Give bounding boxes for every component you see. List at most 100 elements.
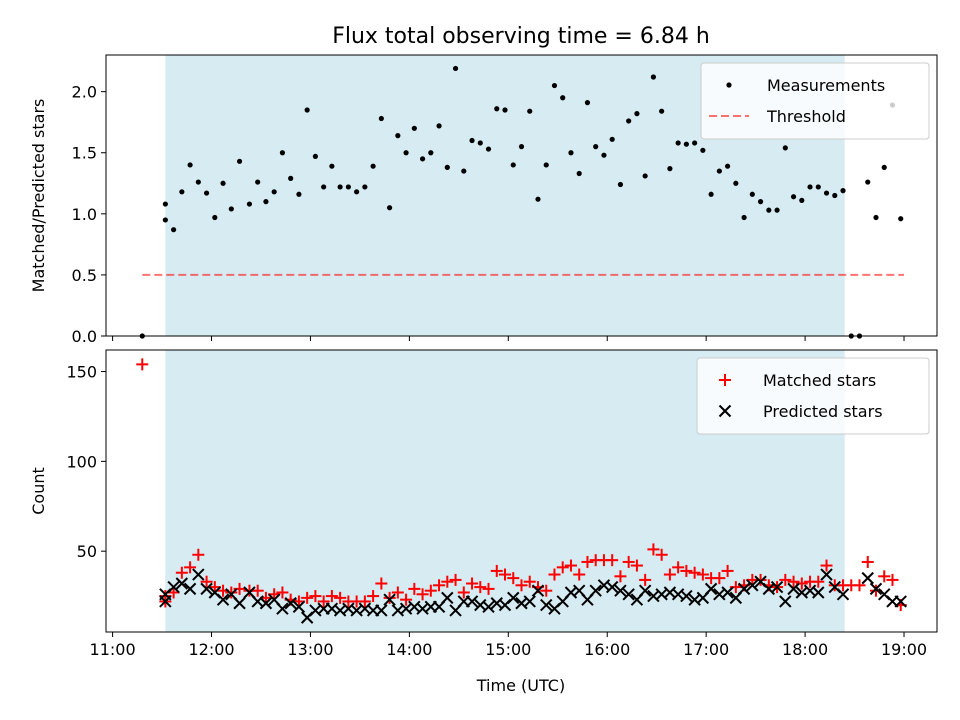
measurement-point — [518, 144, 525, 150]
x-tick-label: 14:00 — [386, 640, 432, 659]
measurement-point — [510, 162, 516, 168]
matched-star-point — [647, 543, 660, 556]
matched-star-point — [383, 591, 396, 604]
x-tick-label: 16:00 — [584, 640, 630, 659]
y-tick-label: 50 — [77, 542, 97, 561]
measurement-point — [228, 206, 234, 212]
measurement-point — [502, 107, 508, 113]
matched-star-point — [457, 586, 470, 599]
measurement-point — [354, 189, 360, 195]
measurement-point — [832, 192, 838, 199]
predicted-star-point — [276, 602, 289, 615]
measurement-point — [617, 181, 624, 188]
matched-star-point — [779, 573, 792, 586]
legend-label: Predicted stars — [763, 402, 883, 421]
predicted-star-point — [507, 591, 520, 605]
predicted-star-point — [770, 580, 784, 594]
matched-star-point — [556, 561, 569, 574]
measurement-point — [452, 65, 459, 72]
matched-star-point — [878, 570, 891, 583]
matched-star-point — [515, 579, 528, 592]
matched-star-point — [375, 577, 388, 590]
legend: Measurements Threshold — [700, 62, 930, 140]
measurement-point — [741, 214, 747, 221]
matched-star-point — [424, 584, 437, 597]
matched-star-point — [713, 572, 726, 585]
measurement-point — [428, 150, 434, 156]
matched-star-point — [540, 584, 553, 597]
measurement-point — [362, 184, 368, 190]
measurement-point — [162, 201, 168, 207]
legend-box — [700, 62, 930, 140]
matched-star-point — [184, 561, 197, 574]
measurement-point — [576, 170, 582, 177]
measurement-point — [790, 194, 797, 200]
matched-star-point — [523, 575, 536, 588]
predicted-star-point — [531, 584, 545, 597]
measurement-point — [386, 205, 393, 211]
predicted-star-point — [167, 580, 180, 594]
measurement-point — [873, 214, 879, 221]
predicted-star-point — [192, 568, 205, 581]
matched-star-point — [630, 559, 643, 572]
legend-label: Measurements — [767, 76, 885, 95]
matched-star-point — [317, 595, 330, 608]
matched-star-point — [548, 568, 561, 581]
measurement-point — [650, 74, 657, 80]
matched-star-point — [614, 570, 627, 583]
predicted-star-point — [216, 593, 230, 606]
matched-star-point — [688, 566, 701, 579]
matched-star-point — [680, 564, 693, 577]
measurement-point — [477, 140, 483, 146]
y-tick-label: 2.0 — [72, 83, 97, 102]
axes-frame — [105, 54, 938, 337]
x-tick-label: 17:00 — [683, 640, 729, 659]
measurement-point — [774, 207, 780, 213]
matched-star-point — [466, 577, 479, 590]
matched-star-point — [391, 586, 404, 599]
measurement-point — [288, 175, 294, 181]
legend-matched-marker — [719, 374, 731, 386]
measurement-point — [692, 140, 698, 146]
measurement-point — [527, 108, 533, 114]
matched-star-point — [564, 559, 577, 572]
matched-star-point — [301, 591, 314, 604]
measurement-point — [246, 201, 253, 207]
predicted-star-point — [292, 600, 306, 614]
predicted-star-point — [787, 582, 800, 596]
measurement-point — [187, 162, 193, 168]
x-tick-label: 12:00 — [188, 640, 234, 659]
measurement-point — [195, 179, 201, 185]
matched-star-point — [499, 568, 512, 581]
x-tick-label: 19:00 — [881, 640, 927, 659]
predicted-star-point — [540, 598, 553, 612]
measurement-point — [782, 145, 788, 151]
predicted-star-point — [175, 577, 189, 590]
measurement-point — [667, 166, 673, 172]
measurement-point — [403, 150, 409, 156]
y-tick-label: 0.0 — [72, 327, 97, 346]
x-tick-label: 11:00 — [90, 640, 136, 659]
measurement-point — [494, 106, 500, 112]
y-axis-label: Matched/Predicted stars — [29, 99, 48, 293]
predicted-star-point — [482, 600, 495, 614]
measurement-point — [881, 164, 887, 170]
measurement-point — [675, 140, 681, 146]
predicted-star-point — [465, 595, 479, 608]
predicted-star-point — [523, 595, 536, 608]
matched-star-point — [416, 588, 429, 601]
chart-title: Flux total observing time = 6.84 h — [332, 24, 710, 49]
predicted-star-point — [383, 593, 396, 606]
measurement-point — [898, 216, 904, 222]
y-tick-label: 1.5 — [72, 144, 97, 163]
predicted-star-point — [894, 595, 907, 608]
measurement-point — [807, 184, 813, 190]
y-tick-label: 0.5 — [72, 266, 97, 285]
matched-star-point — [622, 555, 635, 568]
measurement-point — [865, 179, 871, 185]
measurement-point — [708, 191, 714, 197]
measurement-point — [535, 196, 541, 202]
y-tick-label: 1.0 — [72, 205, 97, 224]
matched-star-point — [886, 573, 899, 586]
legend: Matched stars Predicted stars — [696, 357, 930, 435]
